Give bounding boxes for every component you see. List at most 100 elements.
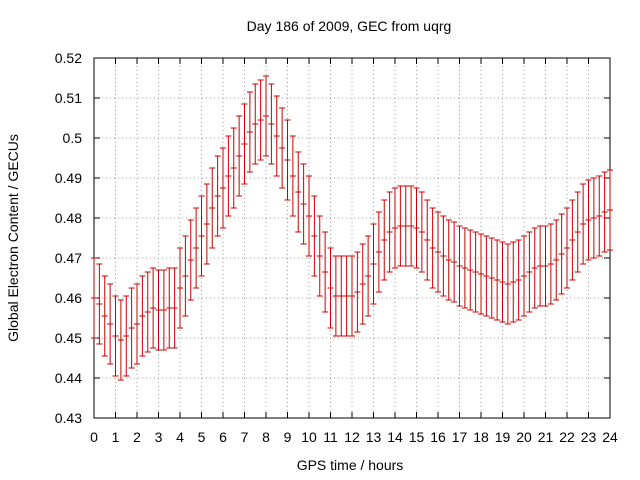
data-point bbox=[257, 79, 264, 161]
x-tick-label: 1 bbox=[112, 429, 120, 445]
y-axis-label: Global Electron Content / GECUs bbox=[5, 134, 21, 342]
data-point bbox=[155, 269, 162, 351]
data-point bbox=[117, 299, 124, 381]
y-tick-label: 0.48 bbox=[55, 210, 82, 226]
data-point bbox=[230, 127, 237, 209]
x-tick-label: 5 bbox=[198, 429, 206, 445]
data-point bbox=[553, 219, 560, 301]
data-point bbox=[413, 187, 420, 269]
data-point bbox=[402, 185, 409, 267]
x-tick-label: 10 bbox=[301, 429, 317, 445]
chart-title: Day 186 of 2009, GEC from uqrg bbox=[247, 18, 452, 34]
data-point bbox=[504, 243, 511, 325]
data-point bbox=[354, 251, 361, 333]
x-tick-label: 14 bbox=[387, 429, 403, 445]
data-point bbox=[198, 195, 205, 277]
data-point bbox=[451, 221, 458, 303]
data-point bbox=[558, 213, 565, 295]
x-tick-label: 2 bbox=[133, 429, 141, 445]
data-point bbox=[203, 183, 210, 265]
data-point bbox=[359, 243, 366, 325]
x-tick-label: 20 bbox=[516, 429, 532, 445]
data-point bbox=[177, 247, 183, 329]
data-point bbox=[547, 223, 554, 305]
y-tick-label: 0.45 bbox=[55, 330, 82, 346]
x-tick-label: 23 bbox=[581, 429, 597, 445]
data-point bbox=[295, 151, 302, 233]
data-point bbox=[381, 199, 388, 281]
data-point bbox=[596, 175, 603, 257]
data-point bbox=[607, 169, 613, 251]
x-tick-label: 15 bbox=[409, 429, 425, 445]
data-point bbox=[209, 167, 216, 249]
x-tick-label: 17 bbox=[452, 429, 468, 445]
data-point bbox=[220, 147, 226, 229]
data-point bbox=[171, 267, 178, 349]
data-point bbox=[365, 235, 372, 317]
data-point bbox=[472, 231, 479, 313]
y-tick-label: 0.5 bbox=[63, 130, 83, 146]
x-tick-label: 18 bbox=[473, 429, 489, 445]
x-tick-label: 21 bbox=[538, 429, 554, 445]
y-tick-label: 0.43 bbox=[55, 410, 82, 426]
data-point bbox=[316, 215, 323, 297]
data-point bbox=[96, 263, 103, 345]
data-point bbox=[397, 185, 404, 267]
data-point bbox=[440, 215, 447, 297]
data-point bbox=[107, 283, 114, 365]
data-point bbox=[236, 115, 243, 197]
data-point bbox=[139, 275, 146, 357]
data-point bbox=[144, 271, 151, 353]
data-point bbox=[343, 255, 350, 337]
data-point bbox=[284, 119, 291, 201]
y-tick-label: 0.44 bbox=[55, 370, 82, 386]
data-point bbox=[408, 185, 415, 267]
x-tick-label: 9 bbox=[284, 429, 292, 445]
data-point bbox=[526, 231, 533, 313]
x-tick-label: 12 bbox=[344, 429, 360, 445]
data-point bbox=[418, 191, 425, 273]
y-tick-label: 0.52 bbox=[55, 50, 82, 66]
x-tick-label: 4 bbox=[176, 429, 184, 445]
data-point bbox=[601, 171, 608, 253]
data-point bbox=[327, 247, 334, 329]
series-gec bbox=[91, 75, 613, 381]
y-tick-label: 0.49 bbox=[55, 170, 82, 186]
data-point bbox=[483, 235, 490, 317]
data-point bbox=[300, 163, 307, 245]
x-tick-label: 8 bbox=[262, 429, 270, 445]
data-point bbox=[461, 227, 468, 309]
data-point bbox=[101, 275, 108, 357]
data-point bbox=[182, 235, 189, 317]
data-point bbox=[467, 229, 474, 311]
x-tick-label: 7 bbox=[241, 429, 249, 445]
data-point bbox=[392, 187, 398, 269]
x-tick-label: 24 bbox=[602, 429, 618, 445]
data-point bbox=[424, 199, 431, 281]
y-tick-label: 0.47 bbox=[55, 250, 82, 266]
data-point bbox=[273, 95, 280, 177]
y-tick-label: 0.51 bbox=[55, 90, 82, 106]
data-point bbox=[166, 267, 173, 349]
data-point bbox=[542, 225, 549, 307]
data-point bbox=[445, 219, 452, 301]
x-tick-label: 3 bbox=[155, 429, 163, 445]
x-tick-label: 11 bbox=[323, 429, 338, 445]
x-tick-label: 22 bbox=[559, 429, 575, 445]
data-point bbox=[187, 219, 194, 301]
data-point bbox=[123, 295, 130, 377]
data-point bbox=[370, 223, 377, 305]
data-point bbox=[279, 107, 286, 189]
data-point bbox=[306, 175, 312, 257]
x-tick-label: 6 bbox=[219, 429, 227, 445]
data-point bbox=[580, 183, 587, 265]
data-point bbox=[429, 207, 436, 289]
data-point bbox=[499, 241, 506, 323]
data-point bbox=[375, 211, 382, 293]
data-point bbox=[214, 155, 221, 237]
x-tick-label: 19 bbox=[495, 429, 511, 445]
data-point bbox=[510, 241, 517, 323]
data-point bbox=[564, 207, 570, 289]
data-point bbox=[521, 235, 527, 317]
data-point bbox=[150, 267, 157, 349]
